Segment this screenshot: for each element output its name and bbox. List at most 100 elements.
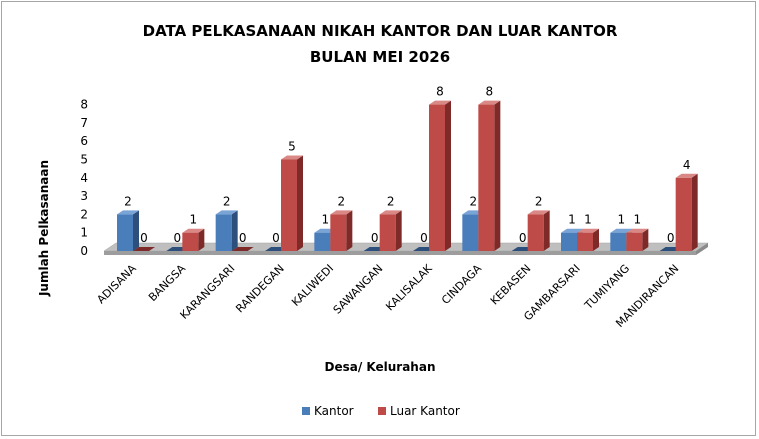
bar-luar-kantor: [281, 155, 303, 251]
data-label: 0: [371, 231, 379, 245]
bar-side: [445, 100, 451, 251]
y-tick-label: 5: [80, 153, 88, 167]
bar-luar-kantor: [182, 228, 205, 251]
data-label: 0: [667, 231, 675, 245]
data-label: 1: [190, 213, 198, 227]
legend-label: Luar Kantor: [390, 404, 460, 418]
y-axis-title: Jumlah Pelkasanaan: [37, 160, 51, 297]
bar-face: [182, 232, 199, 251]
y-tick-label: 3: [80, 189, 88, 203]
y-tick-label: 2: [80, 207, 88, 221]
bar-luar-kantor: [379, 210, 402, 251]
data-label: 0: [420, 231, 428, 245]
bar-side: [543, 210, 550, 251]
y-tick-label: 7: [80, 116, 88, 130]
bar-side: [198, 228, 205, 251]
x-tick-label: SAWANGAN: [331, 262, 386, 317]
bar-flat: [133, 247, 155, 251]
bar-face: [462, 214, 479, 251]
bar-top: [561, 228, 583, 233]
bar-top: [281, 155, 303, 160]
bar-top: [527, 210, 550, 215]
bar-face: [314, 232, 331, 251]
bar-luar-kantor: [626, 228, 649, 251]
chart-title-line1: DATA PELKASANAAN NIKAH KANTOR DAN LUAR K…: [143, 22, 618, 40]
x-tick-label: BANGSA: [146, 262, 188, 304]
x-tick-label: TUMIYANG: [581, 262, 632, 313]
bar-face: [379, 214, 396, 251]
bar-face: [675, 177, 692, 251]
bar-luar-kantor: [577, 228, 599, 251]
y-tick-label: 8: [80, 98, 88, 112]
bar-side: [231, 210, 238, 251]
y-tick-label: 0: [80, 244, 88, 258]
bar-kantor: [215, 210, 238, 251]
bar-luar-kantor: [133, 247, 155, 251]
data-label: 2: [470, 194, 478, 208]
bar-top: [675, 173, 698, 178]
data-label: 2: [124, 194, 132, 208]
bar-side: [494, 100, 501, 251]
bar-side: [133, 210, 139, 251]
chart-title-line2: BULAN MEI 2026: [310, 48, 450, 66]
x-tick-label: CINDAGA: [439, 262, 484, 307]
bar-side: [691, 173, 698, 251]
bar-face: [610, 232, 627, 251]
data-label: 8: [436, 85, 444, 99]
bar-kantor: [117, 210, 139, 251]
bar-side: [642, 228, 649, 251]
data-label: 4: [683, 158, 691, 172]
bar-face: [561, 232, 577, 251]
bar-face: [527, 214, 544, 251]
data-label: 0: [239, 231, 247, 245]
x-tick-label: KALIWEDI: [289, 262, 336, 309]
bar-luar-kantor: [675, 173, 698, 251]
bar-side: [297, 155, 303, 251]
legend: Kantor Luar Kantor: [302, 404, 460, 418]
bar-top: [577, 228, 599, 233]
bar-top: [330, 210, 353, 215]
plot-area: 01234567820ADISANA01BANGSA20KARANGSARI05…: [80, 85, 709, 330]
data-label: 1: [568, 213, 576, 227]
x-tick-label: ADISANA: [94, 262, 139, 307]
bar-side: [593, 228, 599, 251]
bar-top: [117, 210, 139, 215]
legend-swatch: [378, 407, 386, 415]
data-label: 0: [140, 231, 148, 245]
data-label: 1: [322, 213, 330, 227]
data-label: 1: [584, 213, 592, 227]
y-tick-label: 4: [80, 171, 88, 185]
y-tick-label: 6: [80, 134, 88, 148]
bar-side: [395, 210, 402, 251]
bar-luar-kantor: [231, 247, 254, 251]
legend-label: Kantor: [314, 404, 354, 418]
data-label: 2: [387, 194, 395, 208]
x-tick-label: KALISALAK: [383, 261, 435, 313]
x-tick-label: RANDEGAN: [233, 262, 286, 315]
legend-swatch: [302, 407, 310, 415]
data-label: 2: [338, 194, 346, 208]
bar-luar-kantor: [478, 100, 501, 251]
data-label: 1: [634, 213, 642, 227]
bar-luar-kantor: [330, 210, 353, 251]
bar-flat: [231, 247, 254, 251]
data-label: 2: [223, 194, 231, 208]
bar-face: [626, 232, 643, 251]
floor-front: [104, 251, 696, 255]
floor-side: [696, 243, 708, 255]
bar-face: [330, 214, 347, 251]
bar-top: [626, 228, 649, 233]
bar-top: [215, 210, 238, 215]
x-axis-title: Desa/ Kelurahan: [325, 360, 436, 374]
bar-face: [429, 104, 445, 251]
data-label: 8: [486, 85, 494, 99]
data-label: 0: [174, 231, 182, 245]
data-label: 0: [519, 231, 527, 245]
x-tick-label: KEBASEN: [488, 262, 534, 308]
data-label: 5: [288, 140, 296, 154]
bar-luar-kantor: [429, 100, 451, 251]
bar-luar-kantor: [527, 210, 550, 251]
bar-top: [610, 228, 633, 233]
data-label: 0: [272, 231, 280, 245]
